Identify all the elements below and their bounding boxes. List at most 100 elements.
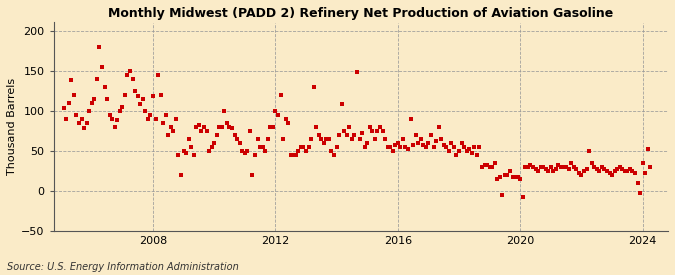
Point [344,125,355,129]
Point [273,112,284,117]
Point [158,121,169,125]
Point [538,165,549,169]
Point [288,153,298,157]
Text: Source: U.S. Energy Information Administration: Source: U.S. Energy Information Administ… [7,262,238,272]
Point [471,153,482,157]
Point [522,165,533,169]
Point [303,145,314,149]
Point [165,125,176,129]
Point [505,169,516,173]
Point [283,121,294,125]
Point [346,137,357,141]
Point [168,129,179,133]
Point [421,145,431,149]
Point [176,173,186,177]
Point [356,131,367,136]
Point [336,102,347,107]
Point [489,161,500,165]
Point [423,141,434,145]
Point [563,166,574,171]
Point [326,149,337,153]
Point [178,149,189,153]
Point [390,142,401,147]
Point [257,145,268,149]
Point [571,166,582,171]
Point [415,137,426,141]
Point [377,129,388,133]
Point [589,165,599,169]
Point [329,153,340,157]
Point [612,166,622,171]
Point [352,70,362,75]
Point [604,171,615,176]
Point [161,112,171,117]
Title: Monthly Midwest (PADD 2) Refinery Net Production of Aviation Gasoline: Monthly Midwest (PADD 2) Refinery Net Pr… [108,7,614,20]
Point [331,145,342,149]
Point [601,169,612,173]
Point [610,169,620,173]
Point [321,137,332,141]
Point [74,121,84,125]
Point [310,125,321,129]
Point [586,161,597,165]
Point [512,174,523,179]
Point [316,137,327,141]
Point [191,125,202,129]
Point [232,137,242,141]
Point [230,133,240,137]
Point [148,94,159,98]
Point [349,133,360,137]
Point [597,165,608,169]
Point [242,149,252,153]
Point [265,125,275,129]
Point [500,173,510,177]
Point [548,169,559,173]
Point [339,129,350,133]
Point [456,141,467,145]
Point [308,84,319,89]
Point [387,149,398,153]
Point [558,165,569,169]
Point [464,147,475,152]
Point [201,129,212,133]
Point [410,133,421,137]
Point [63,101,74,105]
Point [207,145,217,149]
Point [140,109,151,113]
Point [367,129,378,133]
Point [142,117,153,121]
Y-axis label: Thousand Barrels: Thousand Barrels [7,78,17,175]
Point [319,141,329,145]
Point [379,137,390,141]
Point [436,137,447,141]
Point [102,97,113,101]
Point [561,165,572,169]
Point [188,153,199,157]
Point [135,102,146,107]
Point [566,161,576,165]
Point [492,177,503,181]
Point [640,171,651,176]
Point [99,84,110,89]
Point [270,109,281,113]
Point [237,149,248,153]
Point [109,125,120,129]
Point [181,150,192,155]
Point [591,166,602,171]
Point [194,123,205,127]
Point [533,169,543,173]
Point [451,153,462,157]
Point [132,94,143,98]
Point [545,165,556,169]
Point [122,73,133,77]
Point [607,173,618,177]
Point [117,104,128,109]
Point [494,174,505,179]
Point [254,145,265,149]
Point [214,125,225,129]
Point [104,112,115,117]
Point [153,73,163,77]
Point [551,166,562,171]
Point [219,109,230,113]
Point [86,101,97,105]
